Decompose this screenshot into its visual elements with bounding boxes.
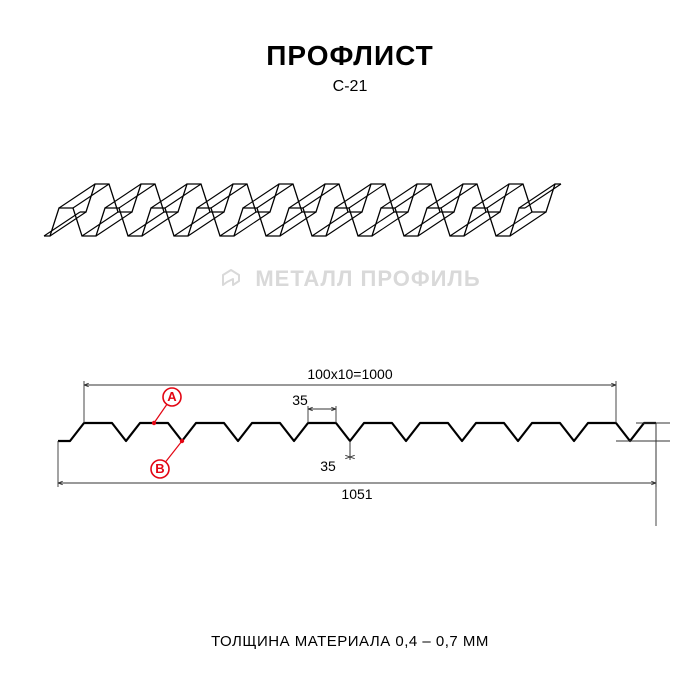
- dim-total-width: 1051: [341, 486, 372, 502]
- footer-note: ТОЛЩИНА МАТЕРИАЛА 0,4 – 0,7 ММ: [0, 633, 700, 650]
- marker-a-label: A: [167, 389, 177, 404]
- page-title: ПРОФЛИСТ: [30, 40, 670, 72]
- dim-small-bot: 35: [320, 458, 336, 474]
- dimension-lines: 100х10=10001051213535: [58, 366, 670, 526]
- cross-section-view: 100х10=10001051213535AB: [30, 306, 670, 526]
- isometric-view: МЕТАЛЛ ПРОФИЛЬ: [30, 116, 670, 296]
- dim-small-top: 35: [292, 392, 308, 408]
- page-subtitle: С-21: [30, 78, 670, 96]
- page: ПРОФЛИСТ С-21 МЕТАЛЛ ПРОФИЛЬ 100х10=1000…: [0, 0, 700, 700]
- title-block: ПРОФЛИСТ С-21: [30, 40, 670, 96]
- isometric-svg: [30, 116, 670, 296]
- dim-top-span: 100х10=1000: [307, 366, 392, 382]
- marker-b-label: B: [155, 461, 164, 476]
- section-svg: 100х10=10001051213535AB: [30, 306, 670, 526]
